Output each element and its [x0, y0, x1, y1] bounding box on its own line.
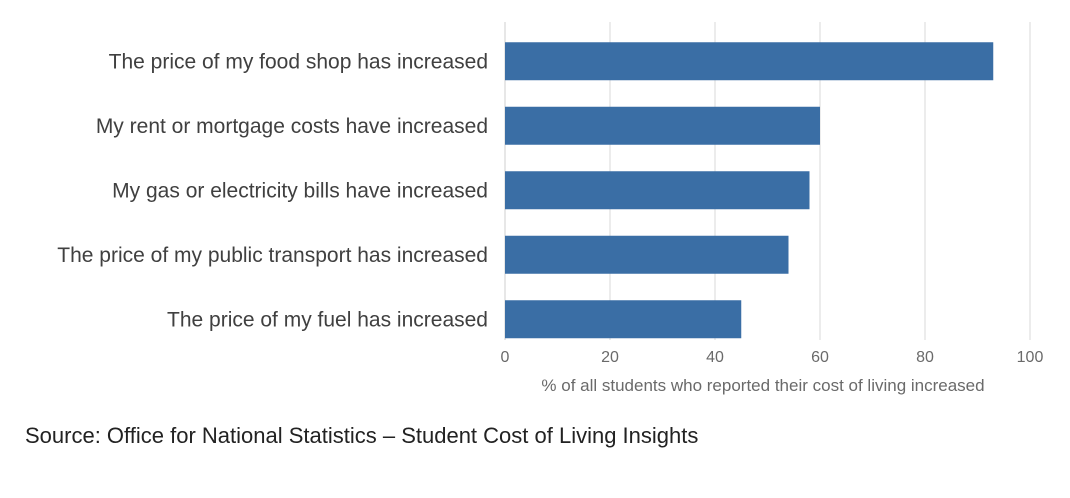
category-label: My rent or mortgage costs have increased: [96, 115, 488, 138]
category-label: My gas or electricity bills have increas…: [112, 179, 488, 202]
bar[interactable]: [505, 235, 789, 274]
x-tick-label: 20: [601, 349, 619, 366]
x-tick-label: 80: [916, 349, 934, 366]
x-tick-label: 0: [501, 349, 510, 366]
x-tick-label: 40: [706, 349, 724, 366]
category-label: The price of my food shop has increased: [109, 50, 488, 73]
bar[interactable]: [505, 171, 810, 210]
source-caption: Source: Office for National Statistics –…: [25, 423, 699, 448]
category-labels: The price of my food shop has increased M…: [57, 50, 488, 331]
x-axis-ticks: 0 20 40 60 80 100: [501, 349, 1044, 366]
bar-chart: The price of my food shop has increased M…: [57, 22, 1044, 395]
bar[interactable]: [505, 42, 994, 81]
bar[interactable]: [505, 106, 820, 145]
x-tick-label: 100: [1017, 349, 1044, 366]
x-axis-title: % of all students who reported their cos…: [541, 376, 984, 395]
bars: [505, 42, 994, 339]
x-tick-label: 60: [811, 349, 829, 366]
category-label: The price of my public transport has inc…: [57, 244, 488, 267]
bar[interactable]: [505, 300, 742, 339]
category-label: The price of my fuel has increased: [167, 308, 488, 331]
